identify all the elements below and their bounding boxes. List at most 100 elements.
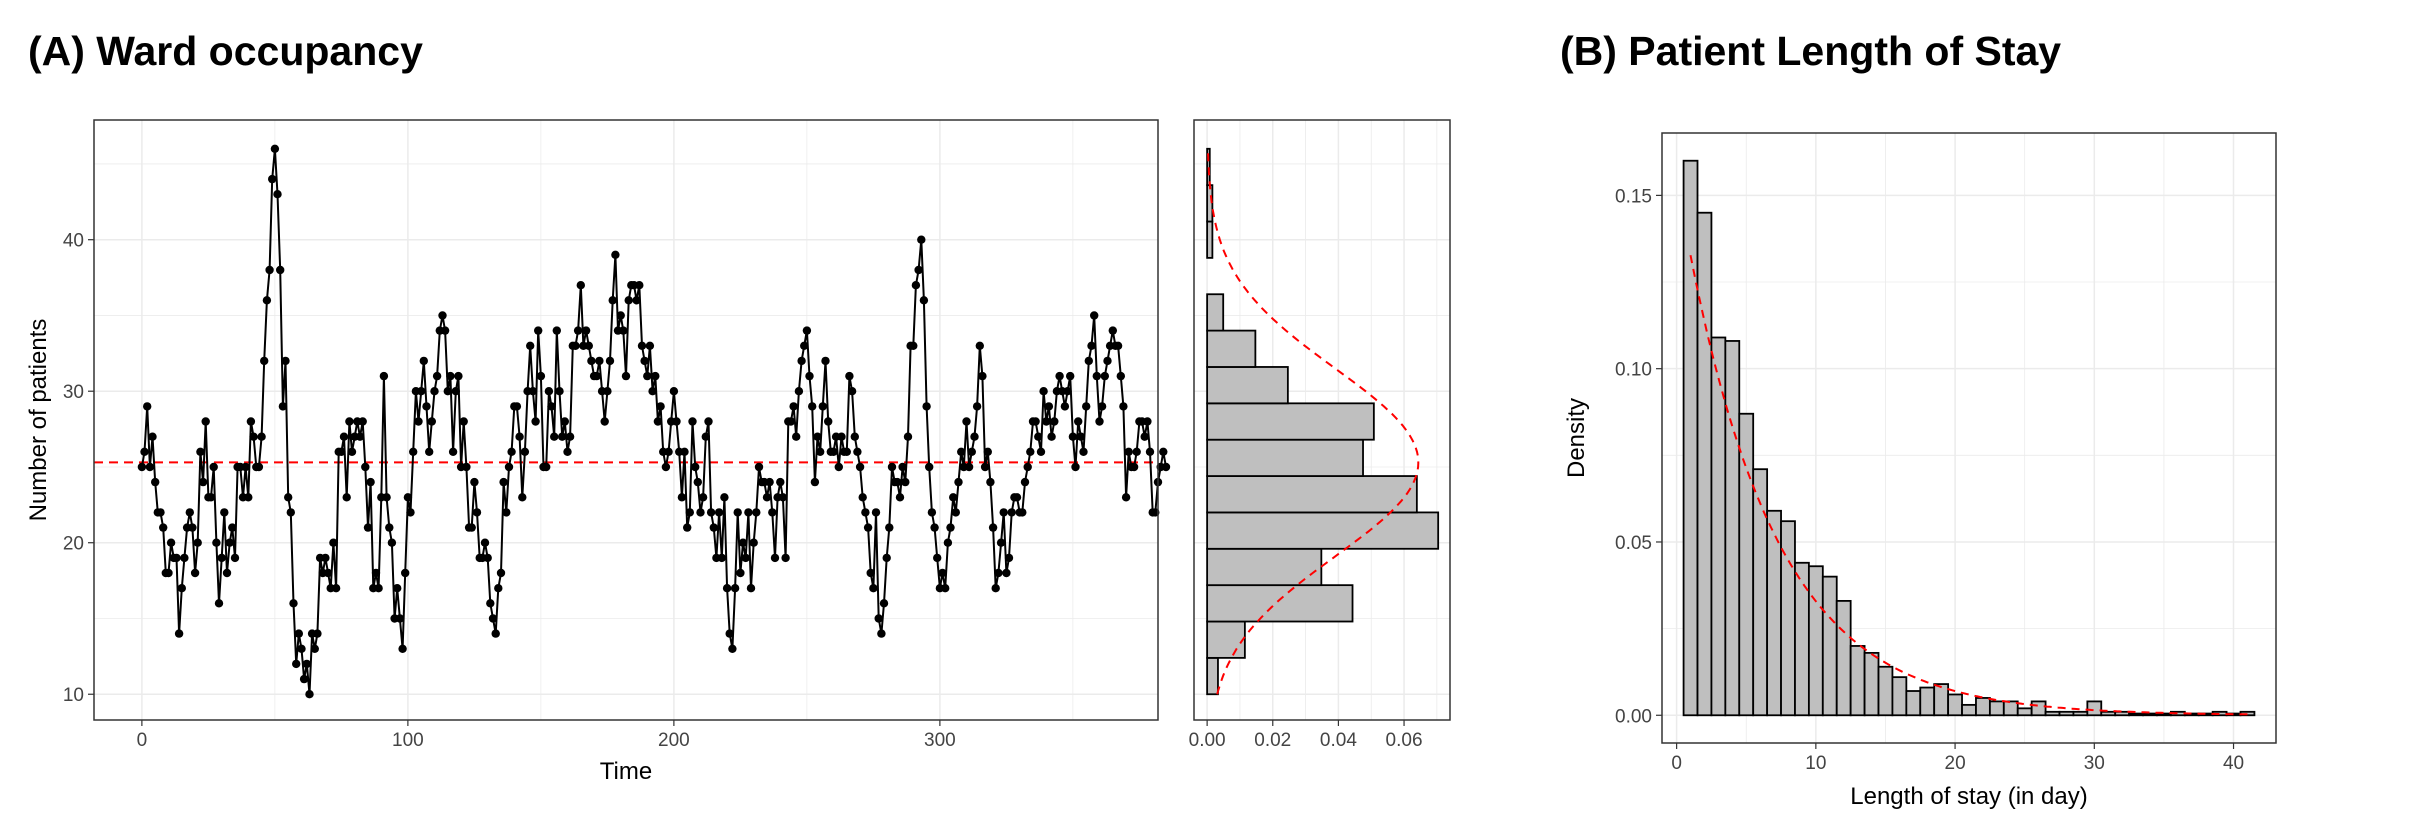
occupancy-point	[190, 568, 200, 578]
occupancy-point	[225, 538, 234, 547]
occupancy-point	[1012, 493, 1022, 502]
occupancy-point	[347, 447, 357, 456]
occupancy-point	[677, 493, 687, 502]
length-of-stay-bar	[2030, 700, 2047, 717]
occupancy-point	[286, 508, 295, 517]
occupancy-point	[446, 371, 455, 381]
occupancy-point	[342, 493, 351, 502]
histogram-bar	[1206, 293, 1225, 332]
occupancy-point	[781, 553, 790, 563]
length-of-stay-bar	[1738, 412, 1755, 717]
occupancy-point	[393, 584, 402, 593]
occupancy-point	[563, 447, 572, 456]
occupancy-point	[816, 447, 825, 456]
occupancy-point	[619, 326, 628, 335]
occupancy-point	[137, 462, 147, 472]
occupancy-point	[483, 553, 492, 563]
occupancy-point	[222, 568, 232, 578]
occupancy-point	[188, 523, 197, 532]
occupancy-point	[180, 553, 189, 563]
length-of-stay-bar	[1877, 665, 1894, 717]
occupancy-point	[1002, 568, 1011, 578]
occupancy-point	[398, 644, 407, 653]
occupancy-point	[1103, 356, 1112, 366]
occupancy-point	[847, 387, 857, 396]
occupancy-point	[794, 387, 804, 396]
occupancy-point	[855, 462, 865, 472]
occupancy-point	[345, 417, 354, 426]
occupancy-point	[228, 523, 237, 532]
occupancy-point	[297, 644, 306, 653]
occupancy-point	[640, 356, 649, 366]
occupancy-point	[999, 508, 1008, 517]
occupancy-point	[217, 553, 226, 563]
histogram-bar	[1206, 656, 1219, 696]
length-of-stay-bar	[1863, 651, 1880, 717]
occupancy-point	[565, 432, 575, 441]
occupancy-point	[462, 462, 471, 472]
occupancy-point	[422, 402, 431, 411]
occupancy-point	[738, 538, 748, 547]
length-of-stay-bar	[1794, 561, 1810, 717]
occupancy-point	[262, 296, 272, 305]
occupancy-point	[196, 447, 205, 456]
occupancy-point	[685, 508, 694, 517]
histogram-x-ticks: 0.00 0.02 0.04 0.06	[1189, 720, 1423, 751]
occupancy-point	[592, 371, 601, 381]
length-of-stay-bar	[1696, 211, 1713, 717]
panel-a-y-tick-label: 30	[63, 382, 84, 403]
occupancy-point	[930, 523, 939, 532]
occupancy-point	[443, 387, 452, 396]
occupancy-point	[871, 508, 881, 517]
occupancy-point	[584, 341, 593, 350]
occupancy-point	[1060, 402, 1070, 411]
length-of-stay-bar	[1891, 676, 1908, 717]
occupancy-point	[145, 462, 155, 472]
occupancy-point	[520, 447, 530, 456]
occupancy-point	[1129, 462, 1139, 472]
occupancy-point	[1161, 462, 1171, 472]
histogram-bar	[1206, 366, 1289, 405]
panel-a-x-tick-label: 100	[392, 730, 424, 751]
occupancy-point	[741, 553, 750, 563]
occupancy-point	[366, 477, 375, 487]
occupancy-point	[1097, 402, 1107, 411]
occupancy-point	[310, 644, 319, 653]
occupancy-point	[526, 341, 535, 350]
occupancy-point	[776, 477, 785, 487]
occupancy-point	[432, 371, 442, 381]
occupancy-point	[1087, 341, 1096, 350]
occupancy-point	[467, 523, 476, 532]
occupancy-point	[387, 538, 397, 547]
length-of-stay-bar	[1947, 693, 1963, 717]
occupancy-point	[704, 417, 713, 426]
occupancy-point	[401, 568, 410, 578]
occupancy-point	[294, 629, 303, 638]
occupancy-point	[1124, 447, 1133, 456]
occupancy-point	[853, 447, 862, 456]
occupancy-point	[680, 447, 689, 456]
occupancy-point	[558, 432, 567, 441]
length-of-stay-bar	[2072, 710, 2089, 717]
occupancy-point	[850, 432, 859, 441]
occupancy-point	[480, 538, 490, 547]
occupancy-point	[866, 568, 875, 578]
occupancy-point	[688, 417, 697, 426]
occupancy-point	[933, 553, 942, 563]
occupancy-point	[281, 356, 290, 366]
panel-b-grid	[1662, 133, 2276, 743]
occupancy-point	[752, 508, 761, 517]
length-of-stay-bar	[1988, 700, 2005, 717]
occupancy-point	[919, 296, 929, 305]
occupancy-point	[722, 584, 732, 593]
histogram-bar	[1206, 438, 1364, 477]
length-of-stay-bar	[1821, 575, 1838, 717]
length-of-stay-bar	[1752, 468, 1769, 717]
panel-a-x-tick-label: 200	[658, 730, 690, 751]
occupancy-point	[909, 341, 918, 350]
panel-a-y-tick-label: 10	[63, 685, 84, 706]
histogram-bar	[1206, 220, 1214, 259]
occupancy-point	[198, 477, 208, 487]
panel-a-y-ticks: 10 20 30 40	[63, 231, 94, 706]
